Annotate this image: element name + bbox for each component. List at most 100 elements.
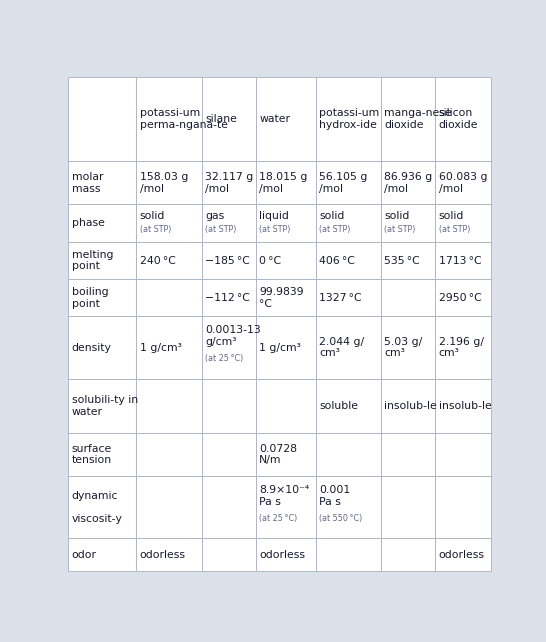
Bar bbox=[201, 379, 256, 433]
Bar bbox=[136, 476, 201, 539]
Text: (at STP): (at STP) bbox=[205, 225, 236, 234]
Bar bbox=[201, 433, 256, 476]
Text: (at STP): (at STP) bbox=[259, 225, 290, 234]
Bar bbox=[381, 476, 435, 539]
Bar bbox=[316, 379, 381, 433]
Bar bbox=[316, 433, 381, 476]
Text: 535 °C: 535 °C bbox=[384, 256, 420, 266]
Text: 406 °C: 406 °C bbox=[319, 256, 355, 266]
Bar bbox=[435, 379, 491, 433]
Bar bbox=[435, 539, 491, 571]
Bar bbox=[136, 379, 201, 433]
Text: silane: silane bbox=[205, 114, 237, 124]
Text: solid: solid bbox=[319, 211, 345, 221]
Text: gas: gas bbox=[205, 211, 224, 221]
Bar bbox=[435, 476, 491, 539]
Text: 2950 °C: 2950 °C bbox=[438, 293, 482, 303]
Bar bbox=[68, 379, 136, 433]
Bar bbox=[381, 242, 435, 279]
Bar bbox=[256, 433, 316, 476]
Bar bbox=[316, 204, 381, 242]
Text: 2.044 g/
cm³: 2.044 g/ cm³ bbox=[319, 336, 364, 358]
Bar bbox=[256, 379, 316, 433]
Bar bbox=[256, 279, 316, 317]
Bar bbox=[381, 77, 435, 161]
Text: odorless: odorless bbox=[140, 550, 186, 560]
Text: 1327 °C: 1327 °C bbox=[319, 293, 361, 303]
Bar bbox=[201, 539, 256, 571]
Bar bbox=[68, 433, 136, 476]
Bar bbox=[381, 379, 435, 433]
Bar bbox=[316, 476, 381, 539]
Text: 1713 °C: 1713 °C bbox=[438, 256, 481, 266]
Bar bbox=[136, 242, 201, 279]
Text: odorless: odorless bbox=[438, 550, 485, 560]
Bar bbox=[136, 317, 201, 379]
Bar bbox=[68, 242, 136, 279]
Text: 240 °C: 240 °C bbox=[140, 256, 176, 266]
Text: 0.0013­13
g/cm³: 0.0013­13 g/cm³ bbox=[205, 325, 261, 347]
Text: silicon
dioxide: silicon dioxide bbox=[438, 108, 478, 130]
Text: 60.083 g
/mol: 60.083 g /mol bbox=[438, 172, 487, 193]
Bar bbox=[435, 161, 491, 204]
Bar bbox=[316, 242, 381, 279]
Text: 8.9×10⁻⁴
Pa s: 8.9×10⁻⁴ Pa s bbox=[259, 485, 310, 507]
Text: (at STP): (at STP) bbox=[319, 225, 351, 234]
Text: 1 g/cm³: 1 g/cm³ bbox=[259, 342, 301, 352]
Bar bbox=[136, 539, 201, 571]
Bar bbox=[435, 433, 491, 476]
Bar bbox=[136, 279, 201, 317]
Text: 18.015 g
/mol: 18.015 g /mol bbox=[259, 172, 307, 193]
Bar bbox=[256, 161, 316, 204]
Bar bbox=[435, 317, 491, 379]
Text: 5.03 g/
cm³: 5.03 g/ cm³ bbox=[384, 336, 423, 358]
Text: −112 °C: −112 °C bbox=[205, 293, 250, 303]
Bar bbox=[201, 242, 256, 279]
Text: 2.196 g/
cm³: 2.196 g/ cm³ bbox=[438, 336, 484, 358]
Bar bbox=[381, 317, 435, 379]
Bar bbox=[136, 161, 201, 204]
Bar bbox=[316, 279, 381, 317]
Text: 32.117 g
/mol: 32.117 g /mol bbox=[205, 172, 253, 193]
Bar bbox=[201, 279, 256, 317]
Text: 0.001
Pa s: 0.001 Pa s bbox=[319, 485, 351, 507]
Text: water: water bbox=[259, 114, 290, 124]
Text: manga­nese
dioxide: manga­nese dioxide bbox=[384, 108, 452, 130]
Bar bbox=[201, 77, 256, 161]
Text: insolub­le: insolub­le bbox=[384, 401, 437, 411]
Bar bbox=[256, 476, 316, 539]
Bar bbox=[68, 161, 136, 204]
Bar bbox=[381, 161, 435, 204]
Bar bbox=[435, 77, 491, 161]
Bar bbox=[316, 77, 381, 161]
Text: 86.936 g
/mol: 86.936 g /mol bbox=[384, 172, 432, 193]
Text: 56.105 g
/mol: 56.105 g /mol bbox=[319, 172, 367, 193]
Bar bbox=[316, 317, 381, 379]
Text: (at 25 °C): (at 25 °C) bbox=[259, 514, 298, 523]
Text: molar
mass: molar mass bbox=[72, 172, 103, 193]
Bar bbox=[68, 476, 136, 539]
Text: 0 °C: 0 °C bbox=[259, 256, 281, 266]
Bar bbox=[316, 161, 381, 204]
Text: insolub­le: insolub­le bbox=[438, 401, 491, 411]
Text: potassi­um
hydrox­ide: potassi­um hydrox­ide bbox=[319, 108, 379, 130]
Bar bbox=[201, 161, 256, 204]
Bar bbox=[381, 204, 435, 242]
Text: phase: phase bbox=[72, 218, 104, 228]
Text: 99.9839
°C: 99.9839 °C bbox=[259, 287, 304, 309]
Bar bbox=[256, 317, 316, 379]
Bar bbox=[381, 433, 435, 476]
Text: (at 550 °C): (at 550 °C) bbox=[319, 514, 363, 523]
Text: density: density bbox=[72, 342, 111, 352]
Text: soluble: soluble bbox=[319, 401, 358, 411]
Text: 158.03 g
/mol: 158.03 g /mol bbox=[140, 172, 188, 193]
Bar bbox=[256, 242, 316, 279]
Text: (at 25 °C): (at 25 °C) bbox=[205, 354, 244, 363]
Bar bbox=[68, 539, 136, 571]
Text: solid: solid bbox=[140, 211, 165, 221]
Text: (at STP): (at STP) bbox=[384, 225, 416, 234]
Text: solubili­ty in
water: solubili­ty in water bbox=[72, 395, 138, 417]
Bar bbox=[256, 539, 316, 571]
Bar bbox=[381, 279, 435, 317]
Bar bbox=[435, 242, 491, 279]
